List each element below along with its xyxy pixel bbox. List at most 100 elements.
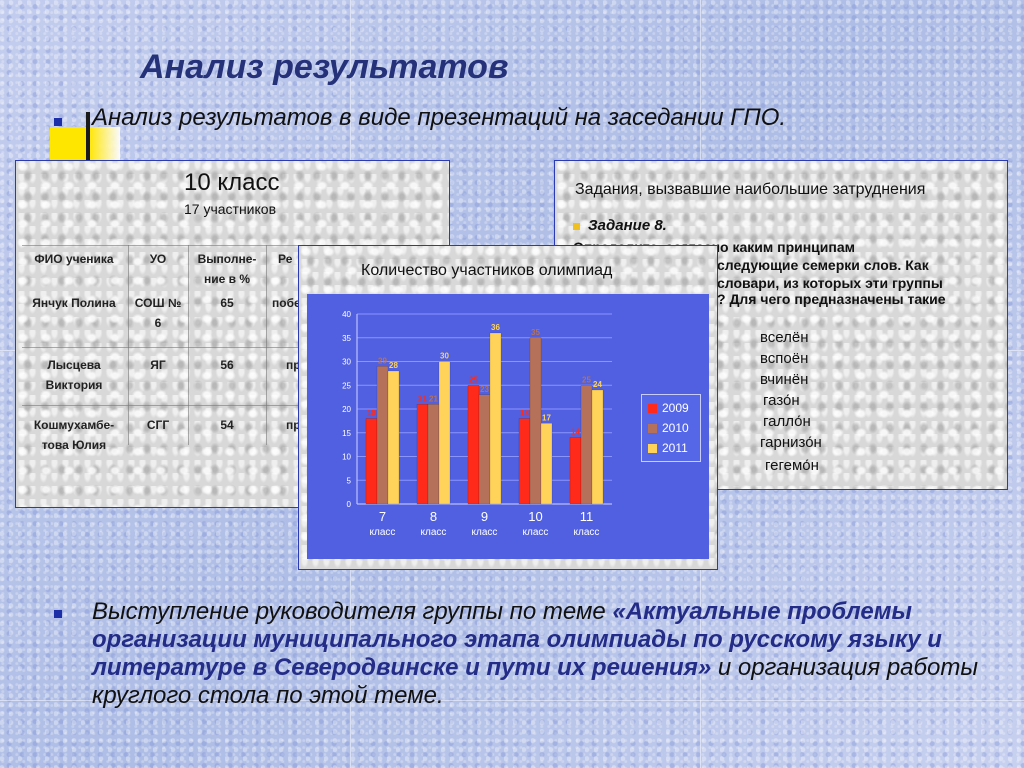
y-tick-label: 5: [347, 476, 352, 485]
word-item: вселён: [760, 329, 809, 346]
bar-2010: [376, 366, 389, 505]
table-divider: [22, 347, 447, 348]
task-slide-title: Задания, вызвавшие наибольшие затруднени…: [575, 181, 926, 198]
table-slide-subtitle: 17 участников: [184, 201, 277, 217]
table-cell: Кошмухамбе-това Юлия: [33, 418, 115, 452]
decorative-yellow-block: [50, 127, 120, 163]
data-label: 35: [531, 328, 540, 337]
bar-2010: [529, 337, 542, 505]
chart-title: Количество участников олимпиад: [361, 262, 613, 279]
word-item: вспоён: [760, 350, 809, 367]
table-cell: побе: [272, 296, 301, 310]
bullet-text-1: Анализ результатов в виде презентаций на…: [92, 104, 787, 131]
bar-2011: [438, 361, 451, 505]
bar-2011: [540, 423, 553, 505]
x-tick-label: 9: [481, 509, 488, 524]
table-divider: [22, 245, 447, 246]
data-label: 25: [469, 375, 478, 384]
y-tick-label: 15: [342, 429, 351, 438]
y-tick-label: 35: [342, 334, 351, 343]
table-cell: СГГ: [146, 418, 170, 432]
data-label: 21: [429, 394, 438, 403]
data-label: 25: [582, 375, 591, 384]
bullet-text-2-highlight: «Актуальные проблемы организации муницип…: [92, 598, 942, 681]
y-tick-label: 20: [342, 405, 351, 414]
data-label: 24: [593, 380, 602, 389]
word-item: газо́н: [763, 392, 800, 409]
bar-2009: [569, 437, 582, 505]
chart-slide-thumbnail[interactable]: Количество участников олимпиад 0 5 10 15 20 2…: [298, 245, 718, 570]
data-label: 23: [480, 385, 489, 394]
word-item: гарнизо́н: [760, 434, 822, 451]
y-tick-label: 10: [342, 453, 351, 462]
task-text-line: следующие семерки слов. Как: [717, 257, 929, 273]
word-item: вчинён: [760, 371, 809, 388]
data-label: 18: [520, 409, 529, 418]
data-label: 30: [440, 352, 449, 361]
x-tick-label: 10: [528, 509, 542, 524]
bar-2009: [518, 418, 531, 505]
data-label: 36: [491, 323, 500, 332]
bar-2010: [427, 404, 440, 505]
slide-title: Анализ результатов: [140, 48, 509, 86]
data-label: 29: [378, 356, 387, 365]
table-divider: [266, 245, 267, 445]
table-cell: 54: [220, 418, 234, 432]
x-tick-label: 11: [580, 509, 594, 524]
chart-legend: 2009 2010 2011: [641, 394, 701, 462]
bullet-text-2-prefix: Выступление руководителя группы по теме: [92, 598, 613, 625]
x-tick-label: класс: [472, 527, 498, 538]
x-tick-label: 8: [430, 509, 437, 524]
y-tick-label: 25: [342, 381, 351, 390]
bar-2009: [416, 404, 429, 505]
legend-item: 2010: [648, 421, 689, 435]
word-item: гегемо́н: [765, 457, 819, 474]
table-cell: Лысцева Виктория: [45, 358, 103, 392]
legend-swatch: [648, 404, 657, 414]
legend-label: 2009: [662, 401, 689, 415]
data-label: 28: [389, 361, 398, 370]
bar-2010: [580, 385, 593, 505]
x-tick-label: класс: [370, 527, 396, 538]
legend-swatch: [648, 444, 657, 454]
bullet-marker: [54, 610, 62, 618]
bg-gridline: [0, 700, 1024, 701]
data-label: 21: [418, 394, 427, 403]
bar-2009: [467, 385, 480, 505]
table-header: Выполне-ние в %: [197, 252, 257, 286]
bar-2011: [489, 332, 502, 505]
x-tick-label: класс: [421, 527, 447, 538]
y-tick-label: 0: [347, 500, 352, 509]
legend-item: 2011: [648, 441, 688, 455]
bar-2010: [478, 394, 491, 505]
bar-2011: [387, 370, 400, 505]
x-tick-label: класс: [574, 527, 600, 538]
bullet-marker: [573, 222, 580, 230]
table-slide-title: 10 класс: [184, 169, 280, 196]
table-divider: [22, 405, 447, 406]
decorative-bar: [86, 112, 90, 164]
legend-item: 2009: [648, 401, 689, 415]
data-label: 17: [542, 413, 551, 422]
x-tick-label: класс: [523, 527, 549, 538]
y-tick-label: 30: [342, 358, 351, 367]
table-cell: 56: [220, 358, 234, 372]
bullet-text-2: Выступление руководителя группы по теме …: [92, 598, 992, 710]
task-text-line: ? Для чего предназначены такие: [717, 291, 946, 307]
table-cell: пр: [286, 418, 301, 432]
table-divider: [188, 245, 189, 445]
bullet-marker: [54, 118, 62, 126]
table-cell: пр: [286, 358, 301, 372]
x-tick-label: 7: [379, 509, 386, 524]
table-header: Ре: [278, 252, 293, 266]
table-cell: 65: [220, 296, 234, 310]
legend-label: 2010: [662, 421, 689, 435]
task-label: Задание 8.: [573, 217, 667, 234]
table-cell: Янчук Полина: [32, 296, 116, 310]
table-cell: СОШ № 6: [134, 296, 182, 330]
task-label-text: Задание 8.: [588, 217, 667, 234]
task-text-line: словари, из которых эти группы: [717, 275, 943, 291]
data-label: 18: [367, 409, 376, 418]
legend-label: 2011: [662, 441, 688, 455]
table-divider: [128, 245, 129, 445]
